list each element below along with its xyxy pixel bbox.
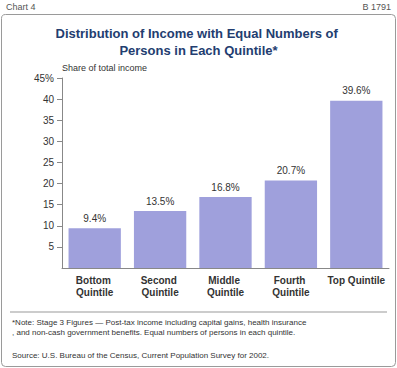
svg-text:, and non-cash government bene: , and non-cash government benefits. Equa… [12, 328, 295, 337]
svg-text:Middle: Middle [208, 275, 242, 286]
svg-text:Quintile: Quintile [207, 287, 245, 298]
svg-text:45%: 45% [34, 73, 54, 84]
svg-text:5: 5 [48, 241, 54, 252]
svg-text:Persons in Each Quintile*: Persons in Each Quintile* [119, 43, 278, 58]
svg-text:39.6%: 39.6% [342, 85, 370, 96]
svg-text:Bottom: Bottom [76, 275, 114, 286]
svg-text:25: 25 [43, 157, 55, 168]
svg-text:40: 40 [43, 94, 55, 105]
svg-text:Quintile: Quintile [76, 287, 114, 298]
svg-text:Share of total income: Share of total income [62, 63, 147, 73]
svg-text:Fourth: Fourth [274, 275, 308, 286]
svg-text:15: 15 [43, 199, 55, 210]
svg-text:Source: U.S. Bureau of the Cen: Source: U.S. Bureau of the Census, Curre… [12, 351, 269, 360]
svg-text:Distribution of Income with Eq: Distribution of Income with Equal Number… [55, 26, 341, 41]
svg-text:Quintile: Quintile [141, 287, 179, 298]
svg-text:10: 10 [43, 220, 55, 231]
svg-text:Second: Second [141, 275, 180, 286]
svg-text:16.8%: 16.8% [211, 182, 239, 193]
svg-text:B 1791: B 1791 [362, 2, 391, 12]
svg-text:20.7%: 20.7% [277, 165, 305, 176]
svg-text:13.5%: 13.5% [146, 196, 174, 207]
svg-text:20: 20 [43, 178, 55, 189]
svg-text:Chart 4: Chart 4 [6, 2, 36, 12]
svg-text:30: 30 [43, 136, 55, 147]
svg-text:Top Quintile: Top Quintile [328, 275, 386, 286]
svg-text:35: 35 [43, 115, 55, 126]
svg-text:9.4%: 9.4% [83, 213, 106, 224]
svg-text:Quintile: Quintile [272, 287, 310, 298]
svg-text:*Note: Stage 3 Figures — Post-: *Note: Stage 3 Figures — Post-tax income… [12, 318, 307, 327]
